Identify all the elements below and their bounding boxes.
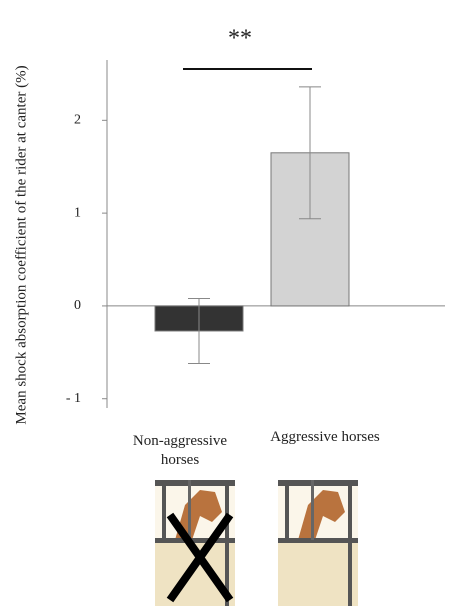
stall-image-1: [155, 480, 235, 606]
y-tick-label: 2: [74, 113, 81, 128]
y-tick-label: 1: [74, 205, 81, 220]
x-tick-label: Non-aggressive horses: [132, 433, 228, 468]
y-tick-label: 0: [74, 298, 81, 313]
stall-image-2: [278, 480, 358, 606]
x-tick-label: Aggressive horses: [270, 429, 380, 445]
y-tick-label: - 1: [66, 391, 81, 406]
y-axis-label: Mean shock absorption coefficient of the…: [13, 65, 29, 424]
significance-label: **: [228, 26, 252, 52]
error-bar: [188, 297, 210, 364]
error-bar: [299, 86, 321, 220]
